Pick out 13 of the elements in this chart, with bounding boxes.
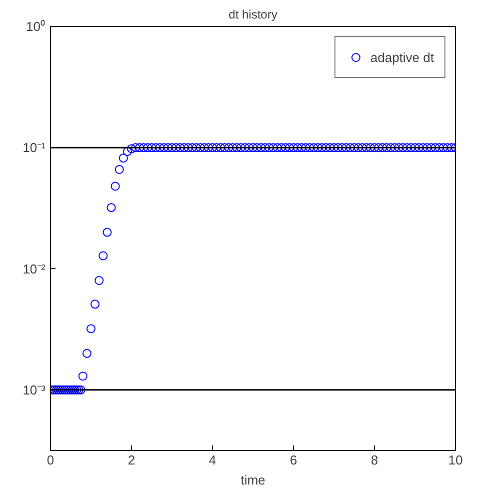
y-tick-label: 10⁻² bbox=[22, 261, 46, 276]
x-tick-label: 4 bbox=[208, 452, 216, 468]
x-tick-label: 0 bbox=[46, 452, 54, 468]
x-tick-label: 8 bbox=[370, 452, 378, 468]
chart-title: dt history bbox=[228, 8, 278, 22]
x-tick-label: 6 bbox=[290, 452, 298, 468]
x-tick-label: 10 bbox=[448, 452, 463, 468]
x-tick-label: 2 bbox=[128, 452, 136, 468]
y-tick-label: 10⁰ bbox=[26, 19, 46, 34]
y-tick-label: 10⁻¹ bbox=[22, 140, 46, 156]
legend-label: adaptive dt bbox=[370, 50, 434, 64]
x-axis-title: time bbox=[240, 472, 266, 488]
y-tick-label: 10⁻³ bbox=[22, 382, 46, 398]
